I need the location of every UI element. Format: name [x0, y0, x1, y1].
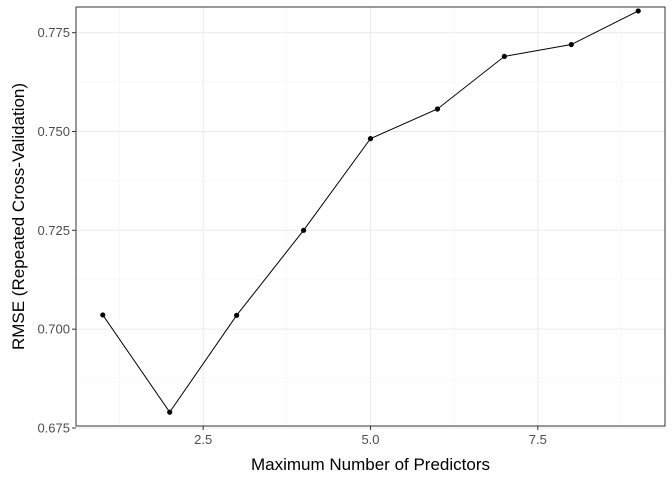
data-point [300, 227, 307, 233]
data-point [568, 41, 574, 48]
y-tick-label: 0.700 [37, 322, 70, 337]
axes: 2.5 5.0 7.5 0.675 0.700 0.725 0.750 0.775 [37, 25, 546, 447]
data-point [100, 312, 106, 318]
data-point [167, 409, 173, 415]
data-point [501, 53, 507, 60]
grid [76, 7, 665, 429]
data-point [635, 8, 641, 14]
data-point [234, 312, 240, 318]
x-tick-label: 7.5 [529, 432, 547, 447]
data-point [367, 136, 374, 142]
x-tick-label: 2.5 [194, 432, 212, 447]
series-layer [100, 8, 641, 415]
x-tick-label: 5.0 [361, 432, 379, 447]
y-tick-label: 0.750 [37, 124, 70, 139]
x-axis-title: Maximum Number of Predictors [251, 455, 490, 474]
data-point [434, 106, 441, 112]
y-tick-label: 0.675 [37, 420, 70, 435]
y-tick-label: 0.775 [37, 25, 70, 40]
y-axis-title: RMSE (Repeated Cross-Validation) [9, 83, 28, 350]
y-tick-label: 0.725 [37, 223, 70, 238]
